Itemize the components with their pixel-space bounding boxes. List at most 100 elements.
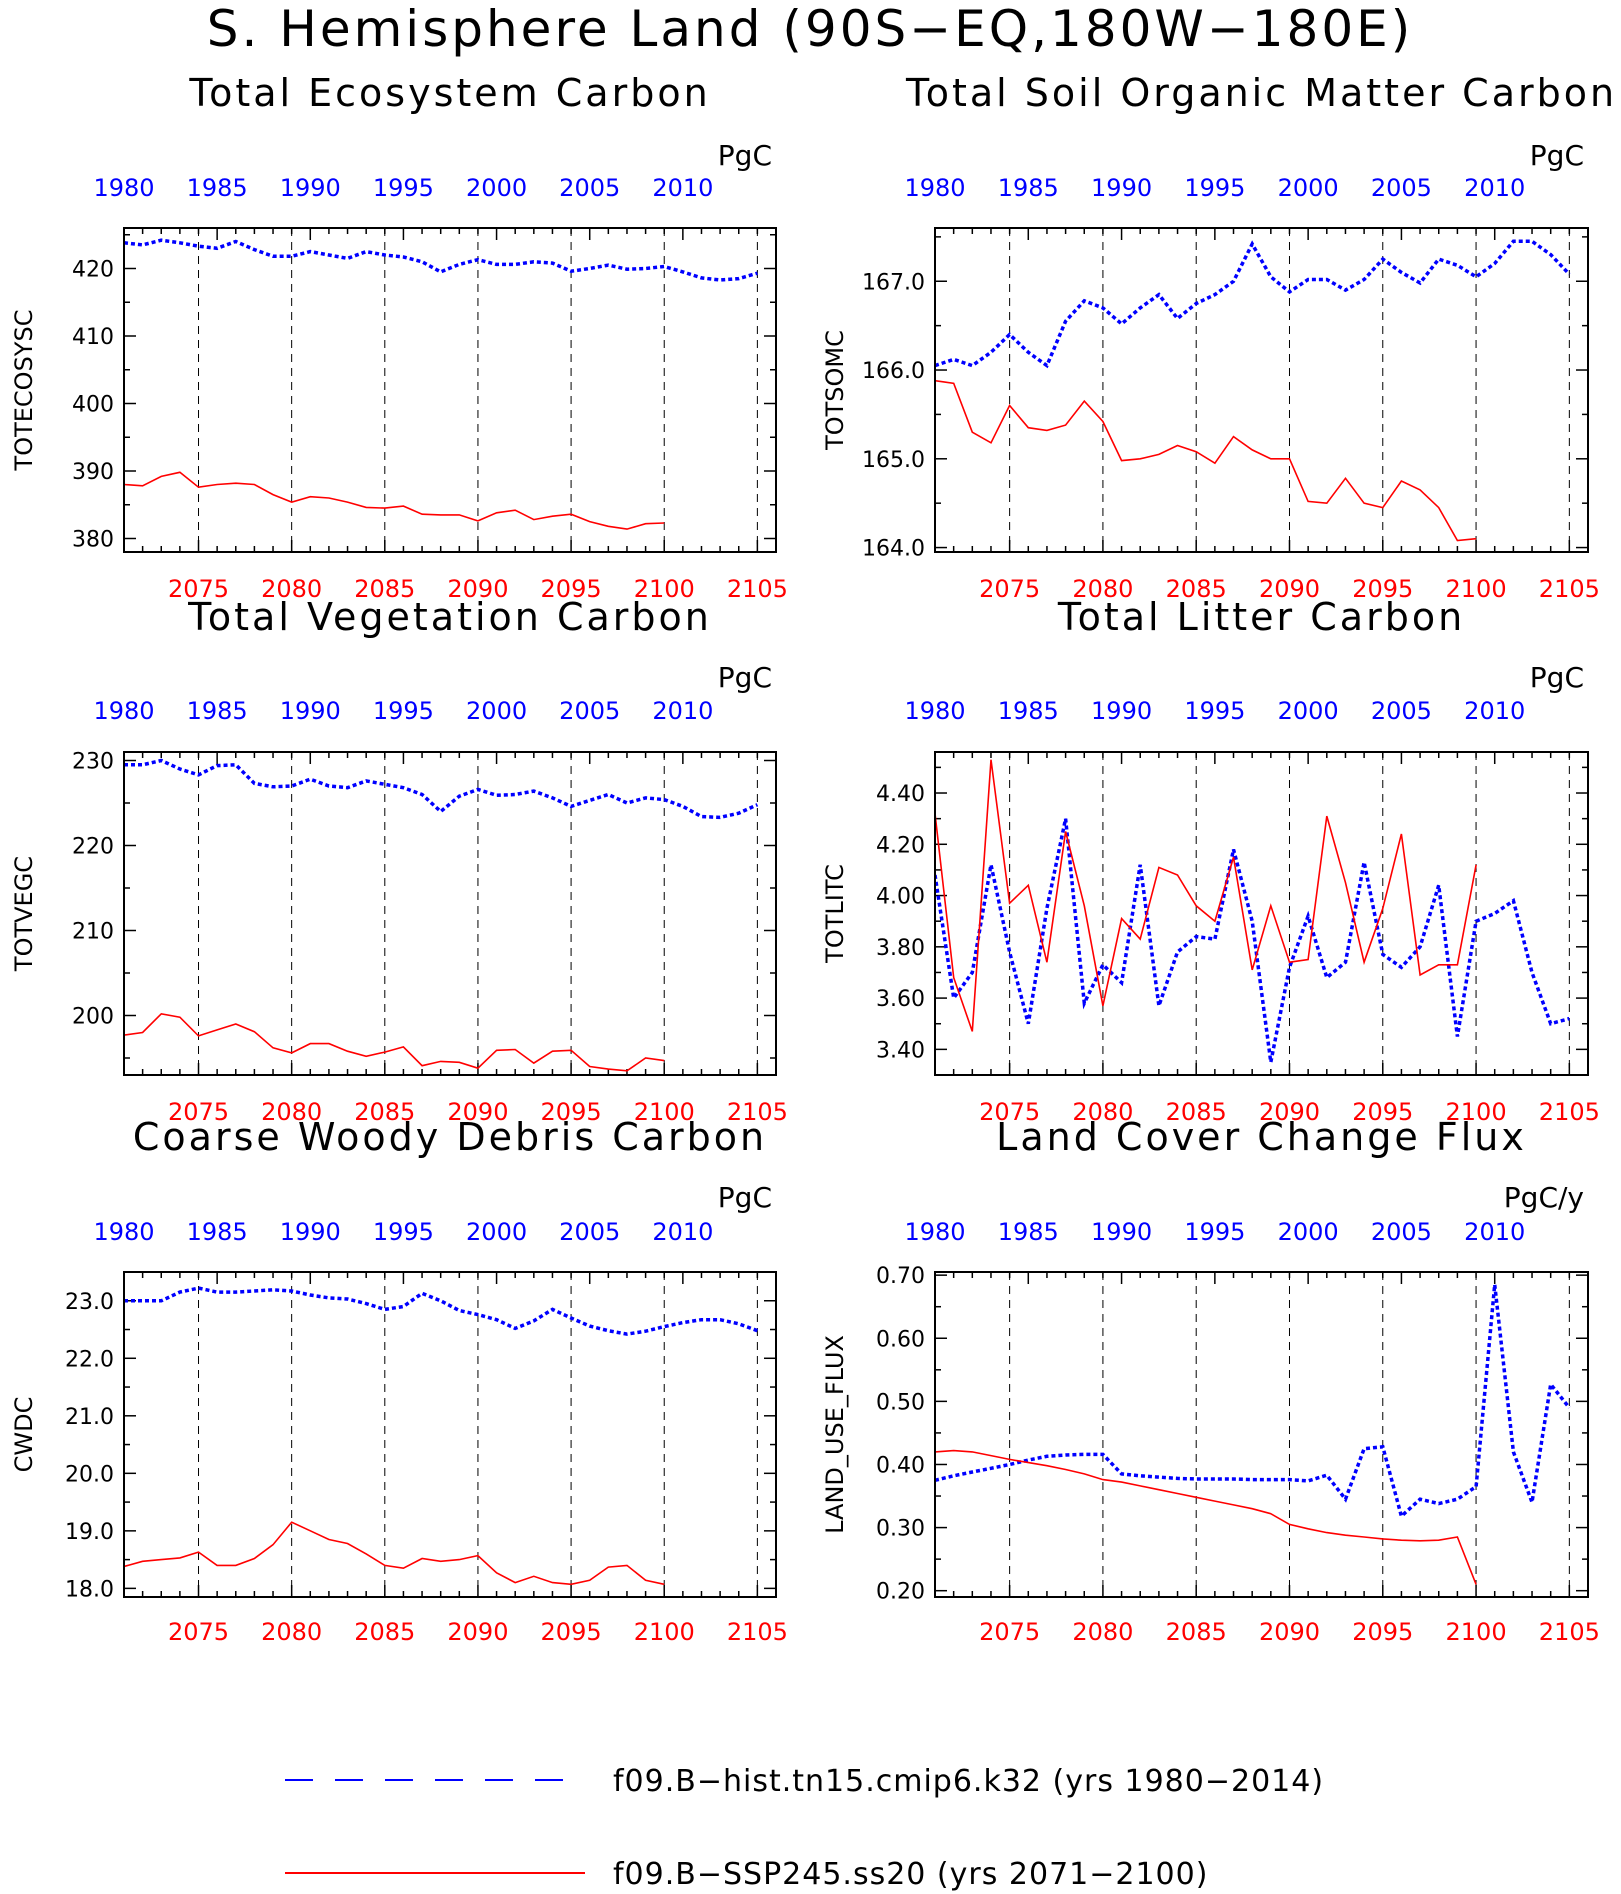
y-tick-label: 19.0	[65, 1520, 114, 1545]
y-tick-label: 3.60	[876, 987, 925, 1012]
y-tick-label: 0.30	[876, 1517, 925, 1542]
bottom-x-tick-label: 2080	[1072, 1618, 1133, 1646]
y-tick-label: 4.00	[876, 885, 925, 910]
legend-label-hist: f09.B−hist.tn15.cmip6.k32 (yrs 1980−2014…	[613, 1764, 1324, 1799]
bottom-x-tick-label: 2075	[168, 1618, 229, 1646]
top-x-tick-label: 1990	[1091, 1218, 1152, 1246]
bottom-x-tick-label: 2100	[634, 1098, 695, 1126]
top-x-tick-label: 1980	[904, 1218, 965, 1246]
bottom-x-tick-label: 2090	[447, 575, 508, 603]
bottom-x-tick-label: 2085	[354, 575, 415, 603]
y-tick-label: 380	[72, 528, 114, 553]
top-x-tick-label: 2010	[652, 697, 713, 725]
top-x-tick-label: 1980	[904, 697, 965, 725]
bottom-x-tick-label: 2080	[261, 1098, 322, 1126]
bottom-x-tick-label: 2095	[541, 575, 602, 603]
panels: Total Ecosystem CarbonPgC380390400410420…	[10, 71, 1617, 1646]
y-tick-label: 0.70	[876, 1264, 925, 1289]
bottom-x-tick-label: 2085	[1166, 1618, 1227, 1646]
units-label: PgC	[1530, 139, 1584, 172]
panel-title: Total Soil Organic Matter Carbon	[905, 71, 1617, 115]
series-line-hist	[124, 758, 759, 820]
top-x-tick-label: 2010	[1464, 174, 1525, 202]
y-tick-label: 166.0	[862, 359, 925, 384]
bottom-x-tick-label: 2075	[168, 1098, 229, 1126]
y-tick-label: 390	[72, 460, 114, 485]
top-x-tick-label: 1995	[373, 697, 434, 725]
panel-1: Total Soil Organic Matter Carbon PgC 164.0…	[821, 71, 1617, 603]
bottom-x-tick-label: 2100	[634, 575, 695, 603]
panel-3: Total Litter Carbon PgC 3.40 3.60 3.80 4.00 4.…	[821, 595, 1600, 1126]
top-x-tick-label: 1990	[1091, 174, 1152, 202]
top-x-tick-label: 2000	[1278, 697, 1339, 725]
panel-title: Total Ecosystem Carbon	[188, 71, 710, 115]
bottom-x-tick-label: 2105	[1539, 575, 1600, 603]
top-x-tick-label: 1990	[280, 1218, 341, 1246]
y-axis-label: TOTECOSYSC	[10, 310, 38, 472]
top-x-tick-label: 2000	[1278, 174, 1339, 202]
series-line-hist	[935, 239, 1571, 369]
y-tick-label: 210	[72, 920, 114, 945]
figure-title: S. Hemisphere Land (90S−EQ,180W−180E)	[207, 0, 1414, 58]
y-tick-label: 167.0	[862, 270, 925, 295]
y-tick-label: 165.0	[862, 448, 925, 473]
y-axis-label: LAND_USE_FLUX	[821, 1335, 849, 1534]
y-tick-label: 23.0	[65, 1290, 114, 1315]
top-x-tick-label: 1985	[998, 1218, 1059, 1246]
top-x-tick-label: 2005	[1371, 697, 1432, 725]
top-x-tick-label: 1980	[93, 697, 154, 725]
y-tick-label: 0.40	[876, 1453, 925, 1478]
y-tick-label: 230	[72, 750, 114, 775]
legend: f09.B−hist.tn15.cmip6.k32 (yrs 1980−2014…	[285, 1764, 1324, 1892]
units-label: PgC	[718, 661, 772, 694]
plot-frame	[123, 1271, 777, 1598]
top-x-tick-label: 1990	[1091, 697, 1152, 725]
panel-title: Land Cover Change Flux	[996, 1115, 1527, 1159]
panel-title: Coarse Woody Debris Carbon	[133, 1115, 767, 1159]
bottom-x-tick-label: 2075	[168, 575, 229, 603]
bottom-x-tick-label: 2095	[541, 1618, 602, 1646]
bottom-x-tick-label: 2075	[979, 575, 1040, 603]
y-tick-label: 22.0	[65, 1347, 114, 1372]
series-line-ssp	[124, 1012, 665, 1072]
plot-frame	[934, 751, 1589, 1076]
top-x-tick-label: 2000	[466, 174, 527, 202]
bottom-x-tick-label: 2105	[1539, 1618, 1600, 1646]
y-tick-label: 0.60	[876, 1327, 925, 1352]
series-line-ssp	[124, 471, 665, 530]
panel-title: Total Litter Carbon	[1057, 595, 1465, 639]
series-line-ssp	[935, 1449, 1477, 1585]
units-label: PgC	[718, 1181, 772, 1214]
top-x-tick-label: 1985	[187, 697, 248, 725]
top-x-tick-label: 2005	[559, 174, 620, 202]
top-x-tick-label: 2010	[652, 1218, 713, 1246]
top-x-tick-label: 1995	[373, 1218, 434, 1246]
bottom-x-tick-label: 2090	[447, 1098, 508, 1126]
bottom-x-tick-label: 2090	[1259, 1618, 1320, 1646]
panel-4: Coarse Woody Debris Carbon PgC 18.0 19.0 20.…	[10, 1115, 788, 1646]
bottom-x-tick-label: 2075	[979, 1618, 1040, 1646]
top-x-tick-label: 2000	[1278, 1218, 1339, 1246]
bottom-x-tick-label: 2100	[634, 1618, 695, 1646]
plot-frame	[934, 1271, 1589, 1598]
y-tick-label: 21.0	[65, 1405, 114, 1430]
top-x-tick-label: 1980	[93, 1218, 154, 1246]
units-label: PgC	[718, 139, 772, 172]
bottom-x-tick-label: 2090	[447, 1618, 508, 1646]
top-x-tick-label: 1980	[93, 174, 154, 202]
top-x-tick-label: 2000	[466, 1218, 527, 1246]
bottom-x-tick-label: 2105	[727, 1098, 788, 1126]
top-x-tick-label: 2005	[1371, 1218, 1432, 1246]
bottom-x-tick-label: 2085	[354, 1098, 415, 1126]
bottom-x-tick-label: 2095	[1352, 1098, 1413, 1126]
plot-frame	[934, 227, 1589, 553]
bottom-x-tick-label: 2100	[1446, 1618, 1507, 1646]
panel-title: Total Vegetation Carbon	[187, 595, 712, 639]
bottom-x-tick-label: 2095	[1352, 1618, 1413, 1646]
series-line-hist	[124, 1286, 759, 1336]
bottom-x-tick-label: 2090	[1259, 1098, 1320, 1126]
bottom-x-tick-label: 2075	[979, 1098, 1040, 1126]
